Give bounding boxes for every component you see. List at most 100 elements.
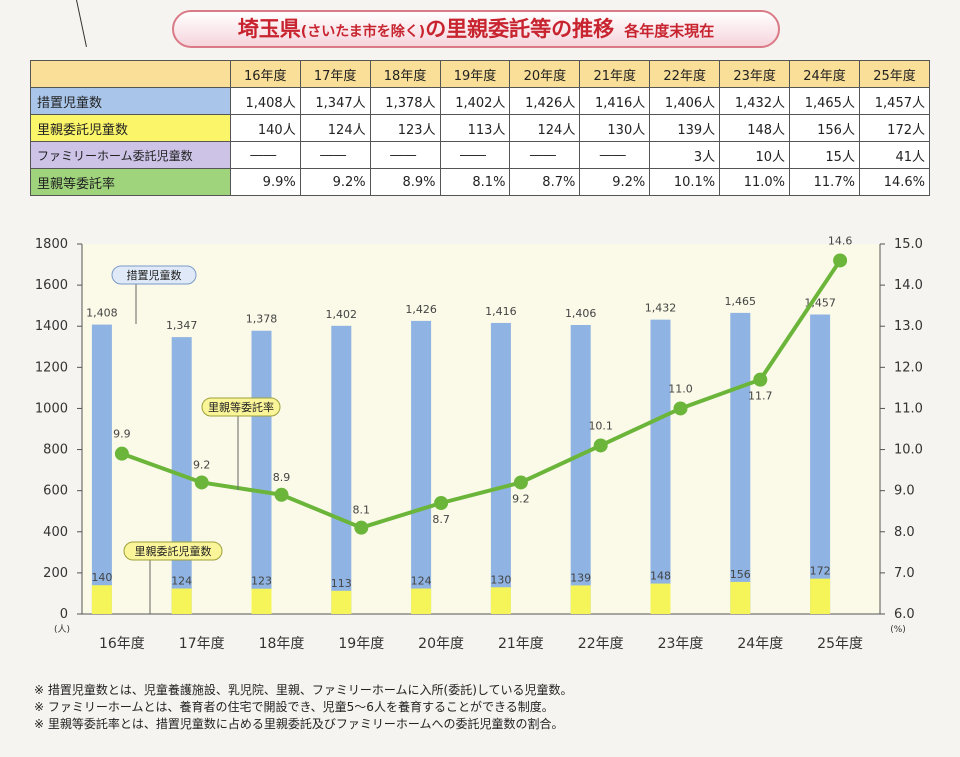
title-prefecture: 埼玉県 [237,17,301,41]
table-header-row: 16年度 17年度 18年度 19年度 20年度 21年度 22年度 23年度 … [30,60,931,88]
bar-foster-children [331,590,352,614]
bar-placed-children [91,324,112,614]
bar-label-placed-children: 1,416 [485,305,517,318]
table-cell: 1,408人 [229,87,301,115]
table-cell: 124人 [509,114,581,142]
left-tick-label: 1200 [35,360,68,375]
bar-placed-children [650,319,671,614]
table-cell: 1,402人 [439,87,511,115]
bar-label-foster-children: 113 [331,577,352,590]
x-tick-label: 25年度 [817,636,863,652]
table-cell: 124人 [299,114,371,142]
summary-table: 16年度 17年度 18年度 19年度 20年度 21年度 22年度 23年度 … [30,60,931,196]
footnotes: ※ 措置児童数とは、児童養護施設、乳児院、里親、ファミリーホームに入所(委託)し… [34,682,573,733]
point-foster-rate [114,446,129,461]
table-cell: 1,426人 [509,87,581,115]
x-tick-label: 19年度 [338,636,384,652]
column-header: 22年度 [649,60,721,88]
column-header: 16年度 [229,60,301,88]
bar-foster-children [171,588,192,614]
table-cell: 1,347人 [299,87,371,115]
line-foster-rate [121,259,842,530]
table-cell: 140人 [229,114,301,142]
table-cell: 1,406人 [649,87,721,115]
table-cell: 15人 [789,141,860,169]
left-tick-label: 1400 [35,319,68,334]
left-tick-label: 200 [43,566,68,581]
combo-chart: 0 200 400 600 800 1000 1200 1400 1600 1800 (人) 6.0 7… [0,222,960,677]
bar-label-placed-children: 1,426 [405,303,437,316]
row-label: 里親等委託率 [30,168,231,196]
column-header: 25年度 [858,60,931,88]
bar-label-foster-children: 140 [91,571,112,584]
point-label-foster-rate: 11.0 [668,382,693,395]
point-foster-rate [593,438,608,453]
left-tick-label: 0 [60,607,68,622]
table-cell: 3人 [649,141,721,169]
point-foster-rate [833,253,848,268]
right-tick-label: 13.0 [894,319,923,334]
title-as-of: 各年度末現在 [624,22,715,40]
table-row-placed-children: 措置児童数 1,408人 1,347人 1,378人 1,402人 1,426人… [30,87,931,115]
table-row-family-home-children: ファミリーホーム委託児童数 ―― ―― ―― ―― ―― ―― 3人 10人 1… [30,141,931,169]
table-cell: 10人 [719,141,791,169]
right-axis-unit: (%) [890,625,906,635]
left-tick-label: 1800 [35,237,68,252]
table-cell: 1,457人 [858,87,931,115]
point-label-foster-rate: 8.1 [353,504,371,517]
bar-label-placed-children: 1,378 [246,313,278,326]
table-cell: 1,465人 [789,87,860,115]
bar-foster-children [730,581,751,614]
right-tick-label: 9.0 [894,484,915,499]
point-label-foster-rate: 9.2 [512,492,530,505]
point-label-foster-rate: 14.6 [828,234,853,247]
left-tick-label: 600 [43,484,68,499]
bar-label-placed-children: 1,402 [326,308,358,321]
left-tick-label: 1000 [35,401,68,416]
right-tick-label: 15.0 [894,237,923,252]
table-cell: ―― [229,141,301,169]
right-tick-label: 10.0 [894,443,923,458]
bar-label-foster-children: 130 [490,573,511,586]
bar-label-foster-children: 148 [650,570,671,583]
pen-stroke-mark [76,0,87,47]
bar-label-placed-children: 1,408 [86,307,118,320]
legend-foster-rate-box [201,397,281,417]
bar-foster-children [650,583,671,614]
chart-svg: 0 200 400 600 800 1000 1200 1400 1600 1800 (人) 6.0 7… [35,234,923,652]
table-cell: 139人 [649,114,721,142]
point-foster-rate [354,520,369,535]
row-label: 里親委託児童数 [30,114,231,142]
footnote: ※ 里親等委託率とは、措置児童数に占める里親委託及びファミリーホームへの委託児童… [34,717,564,731]
x-tick-label: 24年度 [737,636,783,652]
point-foster-rate [513,475,528,490]
table-cell: 8.9% [369,168,441,196]
bar-placed-children [331,325,352,614]
table-row-foster-children: 里親委託児童数 140人 124人 123人 113人 124人 130人 13… [30,114,931,142]
column-header: 20年度 [509,60,581,88]
title-exclusion: (さいたま市を除く) [300,24,426,40]
bar-placed-children [411,320,432,614]
row-label: 措置児童数 [30,87,231,115]
bar-placed-children [810,314,831,614]
table-cell: 11.7% [789,168,860,196]
table-cell: ―― [299,141,371,169]
column-header: 17年度 [299,60,371,88]
left-tick-label: 1600 [35,278,68,293]
right-tick-label: 8.0 [894,525,915,540]
table-cell: 8.1% [439,168,511,196]
column-header: 19年度 [439,60,511,88]
point-foster-rate [753,372,768,387]
footnote: ※ 措置児童数とは、児童養護施設、乳児院、里親、ファミリーホームに入所(委託)し… [34,683,573,697]
bar-foster-children [810,578,831,614]
table-cell: 9.2% [299,168,371,196]
footnote: ※ ファミリーホームとは、養育者の住宅で開設でき、児童5～6人を養育することがで… [34,700,554,714]
column-header: 18年度 [369,60,441,88]
table-cell: 172人 [858,114,931,142]
table-cell: 14.6% [858,168,931,196]
table-cell: 148人 [719,114,791,142]
x-tick-label: 23年度 [658,636,704,652]
table-cell: 1,378人 [369,87,441,115]
bar-label-foster-children: 123 [251,575,272,588]
column-header: 23年度 [719,60,791,88]
